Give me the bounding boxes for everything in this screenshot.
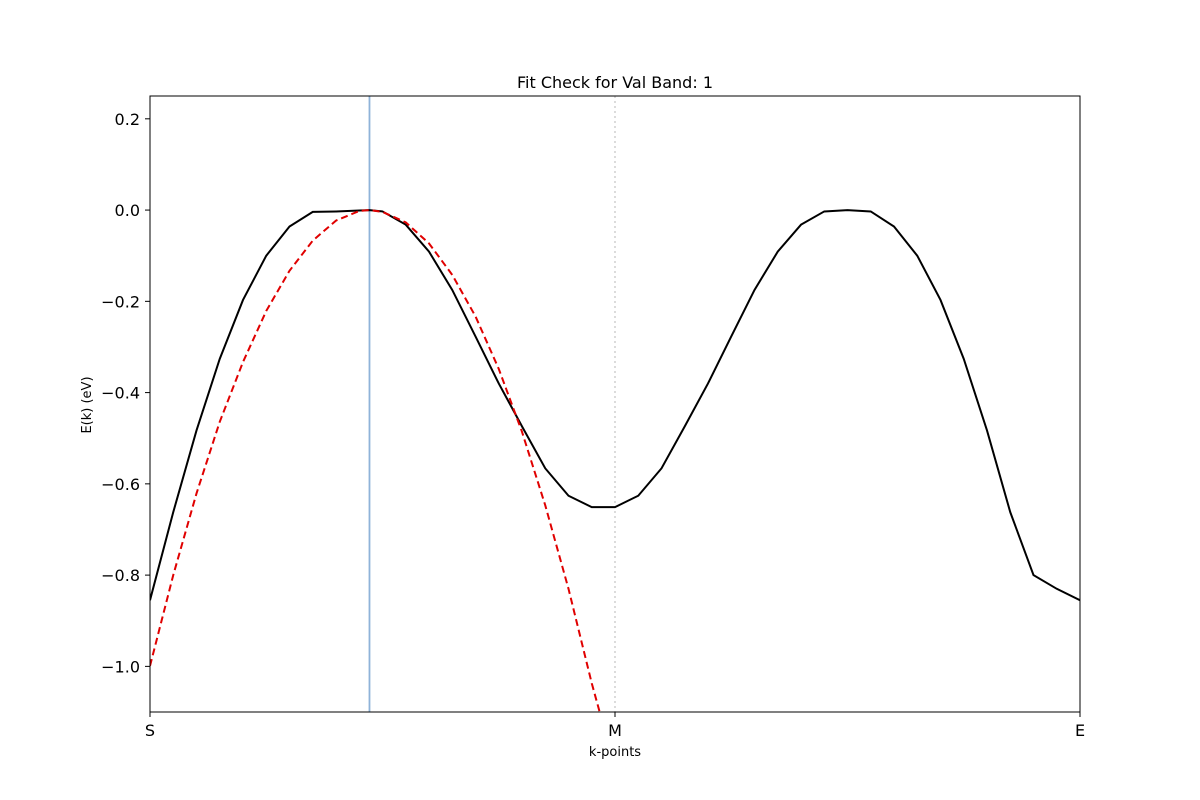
chart-title: Fit Check for Val Band: 1 [517,73,713,92]
x-tick-label: S [145,721,155,740]
y-tick-label: −0.2 [101,292,140,311]
y-tick-label: 0.2 [115,110,140,129]
x-tick-label: E [1075,721,1085,740]
series-line-1 [150,209,1080,602]
y-axis: 0.2 0.0 −0.2 −0.4 −0.6 −0.8 −1.0 [101,110,150,676]
plot-area [149,95,1081,713]
y-tick-label: 0.0 [115,201,140,220]
x-axis-label: k-points [589,745,641,760]
y-tick-label: −0.6 [101,475,140,494]
y-tick-label: −1.0 [101,657,140,676]
y-tick-label: −0.4 [101,384,140,403]
y-axis-label: E(k) (eV) [80,376,95,433]
y-tick-label: −0.8 [101,566,140,585]
x-tick-label: M [608,721,622,740]
series-line-2 [150,209,601,712]
plot-frame [149,95,1081,713]
